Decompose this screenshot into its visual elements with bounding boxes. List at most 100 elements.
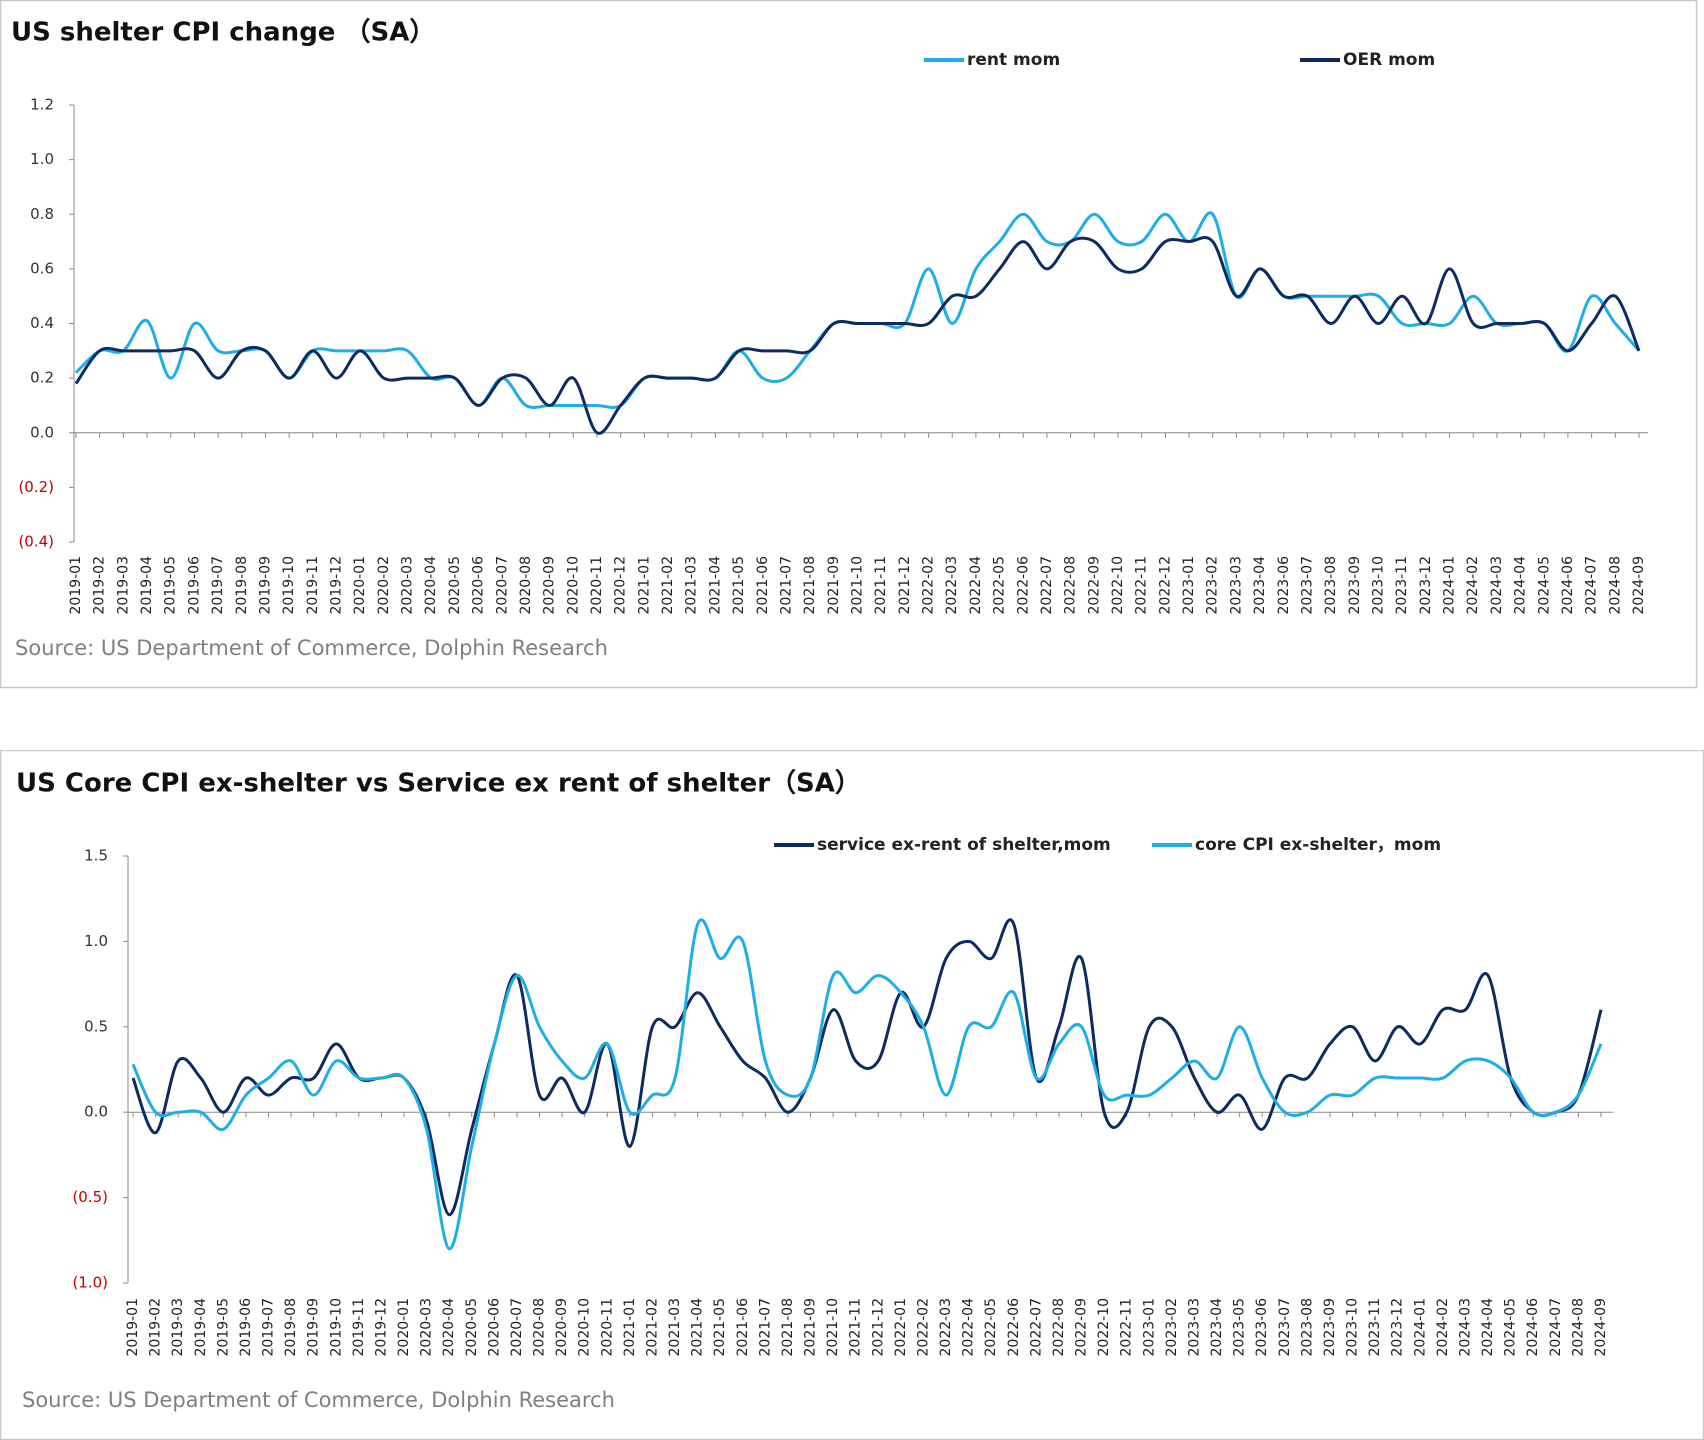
x-tick-label: 2021-03 <box>684 556 700 615</box>
x-tick-label: 2019-12 <box>329 556 345 615</box>
x-tick-label: 2023-12 <box>1390 1298 1406 1357</box>
x-tick-label: 2020-01 <box>352 556 368 615</box>
x-tick-label: 2019-04 <box>193 1298 209 1357</box>
x-tick-label: 2024-01 <box>1412 1298 1428 1357</box>
x-tick-label: 2024-09 <box>1631 556 1647 615</box>
chart-title: US shelter CPI change （SA） <box>11 18 435 48</box>
x-tick-label: 2023-06 <box>1276 556 1292 615</box>
x-tick-label: 2024-04 <box>1513 556 1529 615</box>
chart-frame <box>0 750 1704 1440</box>
x-tick-label: 2023-04 <box>1252 556 1268 615</box>
x-tick-label: 2020-07 <box>494 556 510 615</box>
x-tick-label: 2021-01 <box>622 1298 638 1357</box>
x-tick-label: 2021-10 <box>825 1298 841 1357</box>
x-tick-label: 2020-09 <box>554 1298 570 1357</box>
x-tick-label: 2023-11 <box>1367 1298 1383 1357</box>
x-tick-label: 2019-01 <box>68 556 84 615</box>
x-tick-label: 2024-04 <box>1480 1298 1496 1357</box>
x-tick-label: 2023-09 <box>1347 556 1363 615</box>
x-tick-label: 2020-01 <box>396 1298 412 1357</box>
chart: US shelter CPI change （SA） (0.4) (0.2) 0.0 0… <box>0 0 1698 689</box>
x-tick-label: 2019-05 <box>163 556 179 615</box>
x-tick-label: 2022-06 <box>1006 1298 1022 1357</box>
x-tick-label: 2019-04 <box>139 556 155 615</box>
x-tick-label: 2023-12 <box>1418 556 1434 615</box>
x-tick-label: 2021-10 <box>850 556 866 615</box>
x-tick-label: 2019-02 <box>92 556 108 615</box>
x-tick-label: 2023-02 <box>1205 556 1221 615</box>
x-tick-label: 2021-08 <box>780 1298 796 1357</box>
x-tick-label: 2022-09 <box>1086 556 1102 615</box>
x-tick-label: 2022-11 <box>1134 556 1150 615</box>
x-tick-label: 2023-10 <box>1371 556 1387 615</box>
x-tick-label: 2021-06 <box>755 556 771 615</box>
x-tick-label: 2019-11 <box>351 1298 367 1357</box>
x-tick-label: 2024-02 <box>1435 1298 1451 1357</box>
x-tick-label: 2019-01 <box>125 1298 141 1357</box>
x-tick-label: 2019-09 <box>306 1298 322 1357</box>
x-tick-label: 2019-03 <box>115 556 131 615</box>
x-tick-label: 2019-07 <box>210 556 226 615</box>
x-tick-label: 2022-03 <box>938 1298 954 1357</box>
y-tick-label: 1.5 <box>84 847 108 865</box>
x-tick-label: 2022-07 <box>1028 1298 1044 1357</box>
x-tick-label: 2021-09 <box>803 1298 819 1357</box>
x-tick-label: 2020-03 <box>419 1298 435 1357</box>
x-tick-label: 2024-07 <box>1548 1298 1564 1357</box>
x-tick-label: 2021-09 <box>826 556 842 615</box>
source-note: Source: US Department of Commerce, Dolph… <box>15 636 608 660</box>
x-tick-label: 2019-06 <box>238 1298 254 1357</box>
x-tick-label: 2019-08 <box>283 1298 299 1357</box>
x-tick-label: 2020-10 <box>565 556 581 615</box>
x-tick-label: 2022-04 <box>968 556 984 615</box>
x-tick-label: 2021-02 <box>644 1298 660 1357</box>
x-tick-label: 2023-07 <box>1277 1298 1293 1357</box>
y-tick-label: 0.5 <box>84 1017 108 1035</box>
x-tick-label: 2019-12 <box>373 1298 389 1357</box>
x-tick-label: 2019-07 <box>261 1298 277 1357</box>
x-tick-label: 2022-08 <box>1063 556 1079 615</box>
x-tick-label: 2019-10 <box>328 1298 344 1357</box>
x-tick-label: 2020-11 <box>589 556 605 615</box>
x-tick-label: 2023-09 <box>1322 1298 1338 1357</box>
x-tick-label: 2023-11 <box>1394 556 1410 615</box>
x-tick-label: 2019-10 <box>281 556 297 615</box>
x-tick-label: 2022-02 <box>915 1298 931 1357</box>
x-tick-label: 2020-04 <box>441 1298 457 1357</box>
x-tick-label: 2023-04 <box>1209 1298 1225 1357</box>
x-tick-label: 2021-05 <box>712 1298 728 1357</box>
series-line <box>131 918 1603 1251</box>
y-tick-label: (0.5) <box>72 1188 108 1206</box>
x-tick-label: 2023-02 <box>1164 1298 1180 1357</box>
x-tick-label: 2020-10 <box>577 1298 593 1357</box>
x-tick-label: 2022-10 <box>1096 1298 1112 1357</box>
x-tick-label: 2021-04 <box>690 1298 706 1357</box>
legend-label: core CPI ex-shelter，mom <box>1195 835 1441 855</box>
y-tick-label: (0.4) <box>18 533 54 551</box>
x-tick-label: 2021-12 <box>870 1298 886 1357</box>
x-tick-label: 2021-02 <box>660 556 676 615</box>
chart-title: US Core CPI ex-shelter vs Service ex ren… <box>16 769 861 799</box>
x-tick-label: 2019-06 <box>186 556 202 615</box>
x-tick-label: 2021-05 <box>731 556 747 615</box>
x-tick-label: 2022-09 <box>1074 1298 1090 1357</box>
legend-label: OER mom <box>1343 50 1435 70</box>
x-tick-label: 2020-06 <box>471 556 487 615</box>
x-tick-label: 2021-07 <box>757 1298 773 1357</box>
x-tick-label: 2022-08 <box>1051 1298 1067 1357</box>
x-tick-label: 2023-07 <box>1299 556 1315 615</box>
x-tick-label: 2024-08 <box>1607 556 1623 615</box>
x-tick-label: 2023-08 <box>1323 556 1339 615</box>
x-tick-label: 2020-07 <box>509 1298 525 1357</box>
x-tick-label: 2020-04 <box>423 556 439 615</box>
x-tick-label: 2024-08 <box>1570 1298 1586 1357</box>
series-line <box>74 236 1641 435</box>
chart: US Core CPI ex-shelter vs Service ex ren… <box>0 750 1704 1440</box>
x-tick-label: 2023-01 <box>1181 556 1197 615</box>
x-tick-label: 2020-03 <box>400 556 416 615</box>
x-tick-label: 2022-10 <box>1110 556 1126 615</box>
y-tick-label: 0.6 <box>30 259 54 277</box>
x-tick-label: 2023-08 <box>1299 1298 1315 1357</box>
x-tick-label: 2021-08 <box>802 556 818 615</box>
